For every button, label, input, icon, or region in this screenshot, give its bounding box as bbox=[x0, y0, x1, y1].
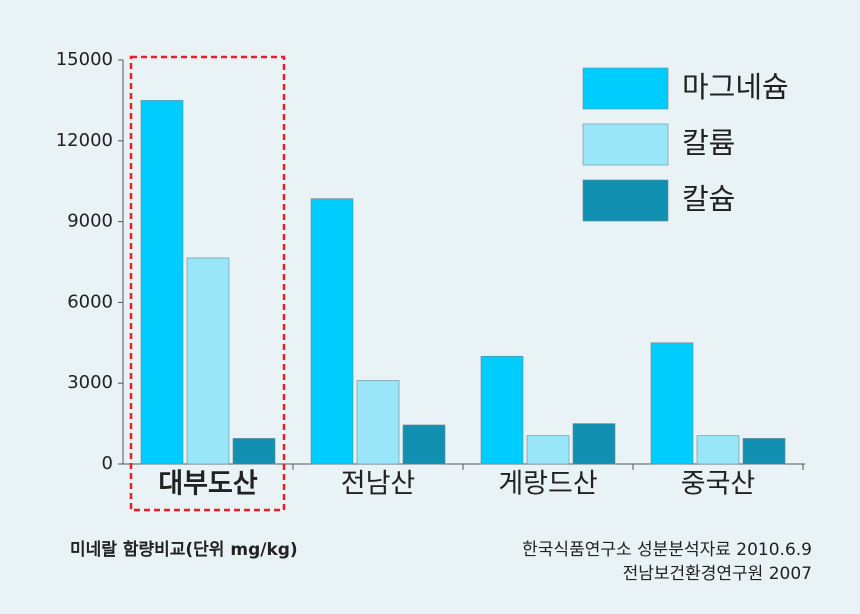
y-tick-label: 9000 bbox=[67, 211, 113, 232]
x-tick-label: 전남산 bbox=[341, 469, 416, 500]
bar bbox=[402, 424, 446, 465]
x-tick-label: 대부도산 bbox=[158, 469, 258, 500]
y-tick-label: 15000 bbox=[56, 49, 113, 70]
bar bbox=[356, 380, 400, 465]
bar bbox=[310, 198, 354, 465]
bar bbox=[696, 435, 740, 465]
y-tick-label: 0 bbox=[102, 453, 113, 474]
bar bbox=[480, 355, 524, 465]
bar bbox=[572, 423, 616, 465]
legend-label: 칼륨 bbox=[682, 126, 735, 160]
y-tick-label: 12000 bbox=[56, 130, 113, 151]
highlight-box bbox=[129, 55, 286, 512]
legend-swatch bbox=[582, 67, 669, 110]
y-tick-label: 6000 bbox=[67, 291, 113, 312]
chart-note: 미네랄 함량비교(단위 mg/kg) bbox=[70, 539, 298, 560]
x-tick-label: 중국산 bbox=[681, 469, 756, 500]
legend-label: 마그네슘 bbox=[682, 70, 789, 104]
y-tick-label: 3000 bbox=[67, 372, 113, 393]
bar bbox=[650, 342, 694, 465]
source-line: 한국식품연구소 성분분석자료 2010.6.9 bbox=[522, 540, 812, 560]
legend-label: 칼슘 bbox=[682, 182, 735, 216]
bar bbox=[526, 435, 570, 465]
legend-swatch bbox=[582, 123, 669, 166]
bar bbox=[232, 438, 276, 465]
bar bbox=[140, 100, 184, 465]
bar bbox=[742, 438, 786, 465]
bar bbox=[186, 257, 230, 465]
x-tick-label: 게랑드산 bbox=[498, 469, 597, 500]
source-line: 전남보건환경연구원 2007 bbox=[623, 564, 812, 584]
legend-swatch bbox=[582, 179, 669, 222]
